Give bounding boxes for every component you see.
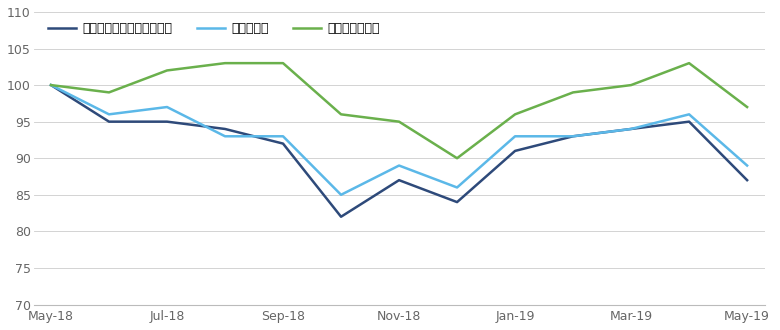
Legend: アジア株式（日本を除く）, 新興国株式, グローバル株式: アジア株式（日本を除く）, 新興国株式, グローバル株式 <box>44 17 385 40</box>
グローバル株式 <box>452 156 462 160</box>
グローバル株式 <box>743 105 752 109</box>
アジア株式（日本を除く） <box>684 120 693 124</box>
新興国株式 <box>743 164 752 168</box>
グローバル株式 <box>278 61 288 65</box>
アジア株式（日本を除く） <box>105 120 114 124</box>
新興国株式 <box>684 112 693 116</box>
新興国株式 <box>452 185 462 189</box>
アジア株式（日本を除く） <box>510 149 519 153</box>
Line: アジア株式（日本を除く）: アジア株式（日本を除く） <box>51 85 747 217</box>
グローバル株式 <box>684 61 693 65</box>
新興国株式 <box>46 83 55 87</box>
グローバル株式 <box>569 90 578 94</box>
グローバル株式 <box>395 120 404 124</box>
アジア株式（日本を除く） <box>278 142 288 146</box>
新興国株式 <box>336 193 346 197</box>
グローバル株式 <box>46 83 55 87</box>
グローバル株式 <box>336 112 346 116</box>
新興国株式 <box>105 112 114 116</box>
アジア株式（日本を除く） <box>395 178 404 182</box>
アジア株式（日本を除く） <box>452 200 462 204</box>
新興国株式 <box>220 134 229 138</box>
グローバル株式 <box>220 61 229 65</box>
アジア株式（日本を除く） <box>626 127 636 131</box>
グローバル株式 <box>510 112 519 116</box>
新興国株式 <box>626 127 636 131</box>
アジア株式（日本を除く） <box>46 83 55 87</box>
グローバル株式 <box>626 83 636 87</box>
アジア株式（日本を除く） <box>569 134 578 138</box>
Line: グローバル株式: グローバル株式 <box>51 63 747 158</box>
アジア株式（日本を除く） <box>220 127 229 131</box>
新興国株式 <box>162 105 172 109</box>
新興国株式 <box>510 134 519 138</box>
アジア株式（日本を除く） <box>162 120 172 124</box>
Line: 新興国株式: 新興国株式 <box>51 85 747 195</box>
新興国株式 <box>278 134 288 138</box>
アジア株式（日本を除く） <box>336 215 346 219</box>
グローバル株式 <box>105 90 114 94</box>
アジア株式（日本を除く） <box>743 178 752 182</box>
新興国株式 <box>569 134 578 138</box>
グローバル株式 <box>162 69 172 73</box>
新興国株式 <box>395 164 404 168</box>
